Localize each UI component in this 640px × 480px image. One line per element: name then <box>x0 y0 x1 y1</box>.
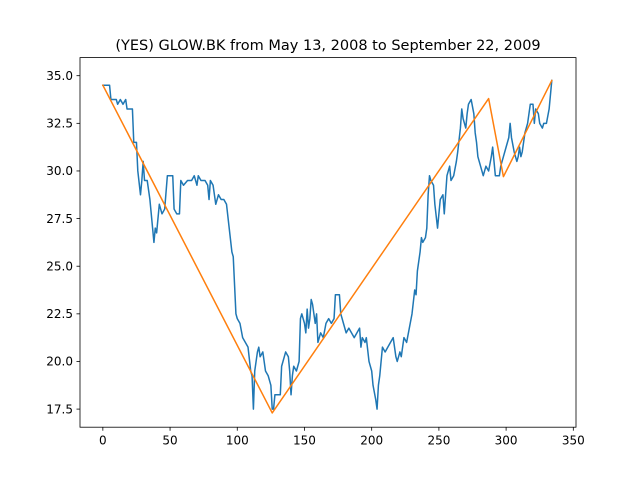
y-tick-label: 20.0 <box>46 355 73 369</box>
y-tick-label: 22.5 <box>46 307 73 321</box>
x-tick-label: 150 <box>293 434 316 448</box>
x-tick-label: 250 <box>427 434 450 448</box>
y-tick-label: 25.0 <box>46 259 73 273</box>
x-tick-label: 100 <box>226 434 249 448</box>
y-tick-label: 17.5 <box>46 402 73 416</box>
series-layer <box>101 79 553 414</box>
x-tick-label: 50 <box>162 434 177 448</box>
y-tick-label: 30.0 <box>46 164 73 178</box>
plot-frame <box>79 57 577 428</box>
series-line-2 <box>101 79 553 414</box>
series-line-1 <box>102 79 553 410</box>
y-tick-label: 27.5 <box>46 212 73 226</box>
axes-layer: 0 50 100 150 200 250 300 350 17.5 20.0 22.5 25.0 27.… <box>46 57 585 448</box>
x-tick-label: 300 <box>495 434 518 448</box>
y-tick-label: 35.0 <box>46 69 73 83</box>
chart-title: (YES) GLOW.BK from May 13, 2008 to Septe… <box>115 38 540 54</box>
x-tick-label: 200 <box>360 434 383 448</box>
y-tick-label: 32.5 <box>46 117 73 131</box>
x-tick-label: 0 <box>99 434 107 448</box>
x-tick-label: 350 <box>562 434 585 448</box>
